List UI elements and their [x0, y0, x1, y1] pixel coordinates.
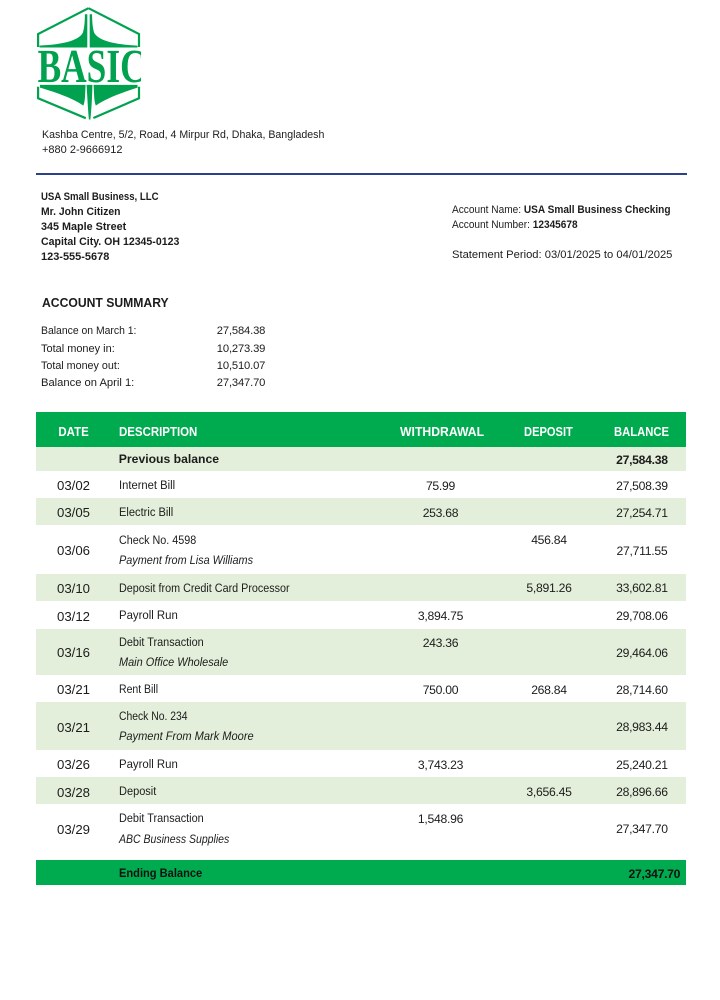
svg-text:BASIC: BASIC [38, 41, 141, 93]
